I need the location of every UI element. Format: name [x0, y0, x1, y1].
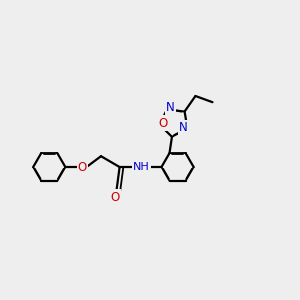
Text: N: N — [179, 121, 188, 134]
Text: N: N — [166, 101, 175, 114]
Text: O: O — [78, 160, 87, 173]
Text: O: O — [110, 190, 120, 204]
Text: O: O — [159, 116, 168, 130]
Text: NH: NH — [133, 162, 150, 172]
